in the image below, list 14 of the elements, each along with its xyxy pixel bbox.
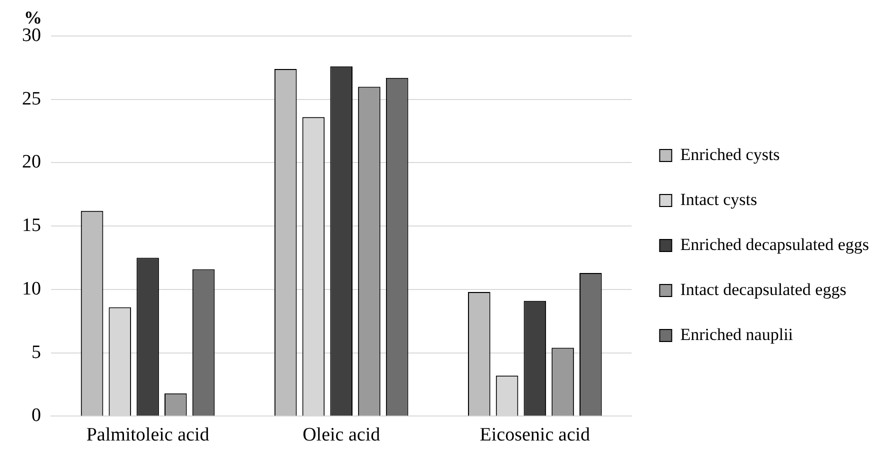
y-tick-label: 15: [22, 215, 41, 236]
legend-label: Intact cysts: [680, 190, 758, 209]
x-tick-label: Oleic acid: [302, 424, 381, 446]
legend-label: Enriched cysts: [680, 144, 780, 164]
legend-label: Intact decapsulated eggs: [680, 280, 846, 299]
y-tick-label: 5: [32, 342, 41, 363]
y-tick-label: 20: [22, 152, 41, 173]
x-tick-label: Palmitoleic acid: [86, 424, 210, 446]
y-tick-label: 0: [32, 405, 41, 426]
y-tick-label: 25: [22, 88, 41, 110]
y-tick-label: 10: [22, 278, 41, 300]
legend-label: Enriched nauplii: [680, 324, 794, 344]
x-tick-label: Eicosenic acid: [480, 424, 591, 446]
legend-label: Enriched decapsulated eggs: [680, 234, 870, 254]
